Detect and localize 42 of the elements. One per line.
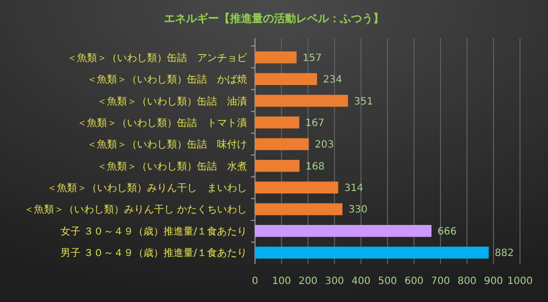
chart-title: エネルギー【推進量の活動レベル：ふつう】 xyxy=(164,12,384,25)
data-label: 882 xyxy=(494,248,514,260)
x-tick-label: 400 xyxy=(351,276,371,287)
y-tick-label: 女子 ３０～４９（歳）推進量/１食あたり xyxy=(60,225,247,238)
y-tick-label: ＜魚類＞（いわし類）缶詰 かば焼 xyxy=(87,74,247,86)
bar xyxy=(255,246,489,259)
x-tick-label: 800 xyxy=(457,276,477,287)
x-tick-label: 600 xyxy=(404,276,424,287)
bar xyxy=(255,182,338,194)
data-label: 330 xyxy=(348,204,368,216)
bar xyxy=(255,94,348,107)
bar xyxy=(255,160,300,172)
x-tick-label: 500 xyxy=(378,276,398,287)
x-tick-label: 100 xyxy=(272,276,292,287)
data-label: 167 xyxy=(305,118,324,129)
x-tick-label: 1000 xyxy=(507,276,533,287)
x-tick-label: 200 xyxy=(298,276,318,287)
bar xyxy=(255,224,432,237)
y-tick-label: ＜魚類＞（いわし類）缶詰 味付け xyxy=(87,138,247,151)
bar xyxy=(255,203,342,216)
y-tick-label: 男子 ３０～４９（歳）推進量/１食あたり xyxy=(60,247,247,260)
data-label: 666 xyxy=(437,226,457,238)
data-label: 157 xyxy=(302,52,322,64)
y-tick-label: ＜魚類＞（いわし類）みりん干し かたくちいわし xyxy=(24,204,247,216)
bar xyxy=(255,51,297,64)
bar xyxy=(255,116,300,128)
data-label: 234 xyxy=(323,74,342,86)
y-tick-label: ＜魚類＞（いわし類）缶詰 アンチョビ xyxy=(67,52,248,64)
data-label: 203 xyxy=(314,140,334,151)
bar xyxy=(255,73,318,86)
x-tick-label: 300 xyxy=(324,276,344,287)
data-label: 314 xyxy=(344,183,364,194)
x-tick-label: 700 xyxy=(430,276,450,287)
data-label: 351 xyxy=(354,96,374,108)
y-tick-label: ＜魚類＞（いわし類）みりん干し まいわし xyxy=(47,182,247,194)
y-tick-label: ＜魚類＞（いわし類）缶詰 油漬 xyxy=(97,95,247,108)
data-label: 168 xyxy=(306,161,325,172)
y-tick-label: ＜魚類＞（いわし類）缶詰 水煮 xyxy=(97,160,247,172)
x-tick-label: 900 xyxy=(484,276,504,287)
bar xyxy=(255,138,309,150)
y-tick-label: ＜魚類＞（いわし類）缶詰 トマト漬 xyxy=(77,116,247,129)
x-tick-label: 0 xyxy=(252,276,258,287)
